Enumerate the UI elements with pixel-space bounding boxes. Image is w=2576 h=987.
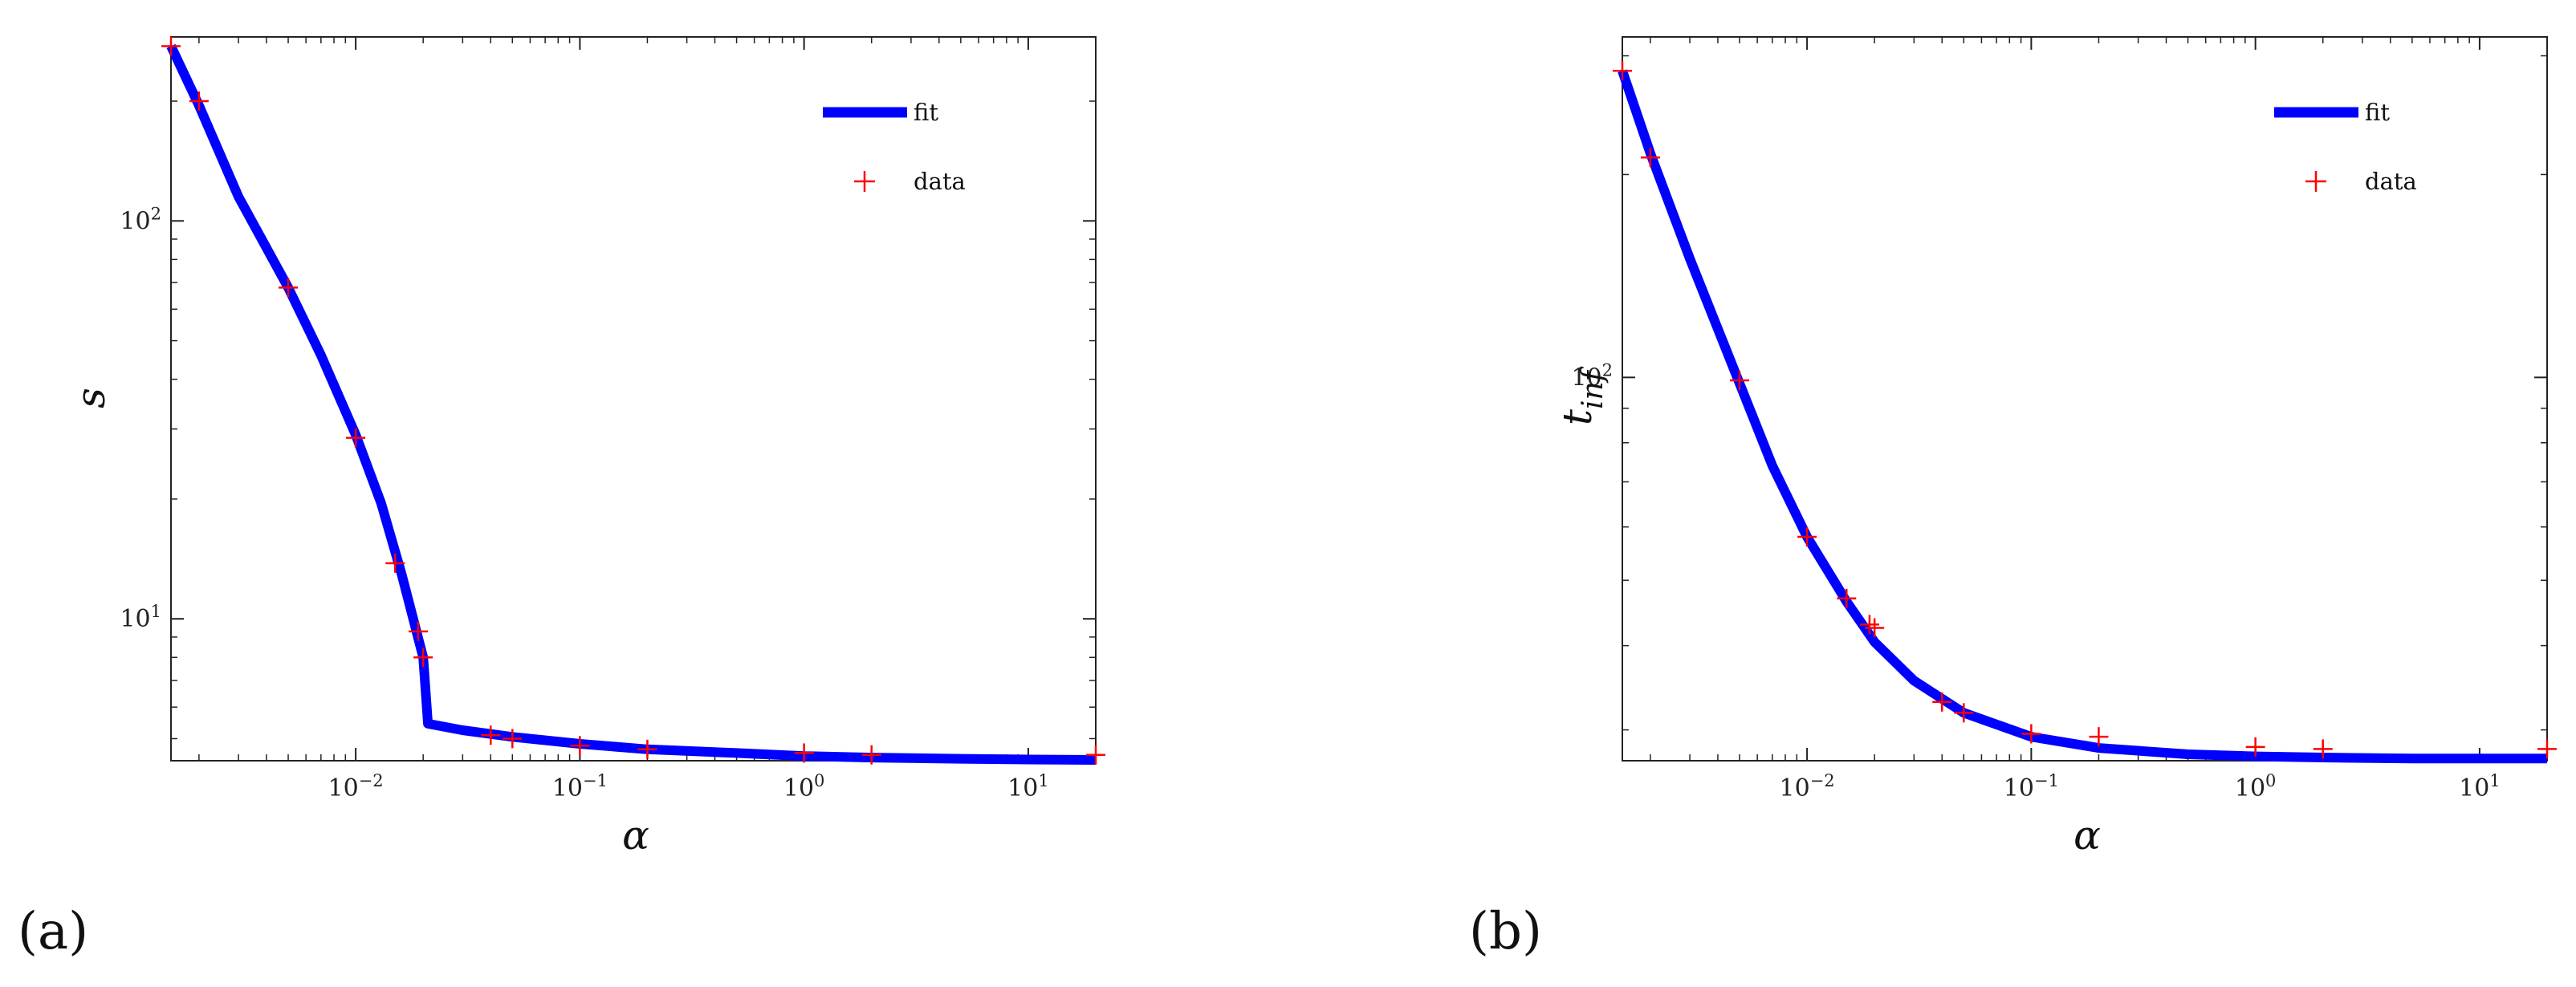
panel-b-fit-line	[1618, 69, 2547, 764]
panel-b-x-tick-label: 100	[2235, 771, 2277, 802]
panel-a-data-point	[189, 91, 209, 112]
panel-b-data-point	[1730, 371, 1750, 391]
panel-a-data-point	[385, 553, 405, 573]
panel-b-y-axis-label: tinf	[1554, 366, 1609, 425]
panel-b-y-axis-label-main: t	[1554, 408, 1601, 425]
panel-b-x-tick-label: 101	[2459, 771, 2501, 802]
panel-b-data-point	[2245, 737, 2265, 757]
panel-b-data-point	[1640, 148, 1660, 168]
panel-a-data-point	[1086, 745, 1105, 765]
panel-a-data-point	[637, 739, 657, 759]
panel-a-data-point	[570, 736, 590, 756]
panel-b-legend: fit data	[2274, 99, 2417, 195]
panel-a-data-point	[481, 725, 501, 745]
panel-a-plot-frame	[170, 36, 1097, 762]
panel-b-data-point	[2089, 727, 2109, 747]
panel-b-data-point	[2021, 724, 2041, 744]
panel-a-data-point	[794, 743, 814, 763]
panel-b-legend-data-marker	[2305, 171, 2326, 192]
panel-a-data-point	[861, 745, 881, 765]
panel-a-ticks: 10−2 10−1 100 101 101 102	[120, 37, 1097, 802]
panel-b-series	[1613, 61, 2557, 764]
panel-b-x-tick-label: 10−2	[1780, 771, 1835, 802]
panel-a-data-point	[503, 729, 523, 749]
panel-a-data-point	[408, 621, 428, 641]
panel-a-x-tick-label: 10−1	[552, 771, 608, 802]
panel-a-x-tick-label: 100	[783, 771, 825, 802]
panel-a-legend-data-label: data	[914, 168, 966, 195]
panel-a-data-point	[346, 428, 366, 448]
panel-b-data-point	[2313, 739, 2333, 759]
panel-a-fit-line	[166, 43, 1097, 765]
panel-a: 10−2 10−1 100 101 101 102 fit data α s (a)	[18, 36, 1105, 961]
panel-b-data-point	[1837, 588, 1857, 608]
panel-b: 10−2 10−1 100 101 102 fit data α tinf (b)	[1469, 36, 2557, 961]
panel-b-data-point	[1613, 61, 1632, 81]
panel-b-y-axis-label-subscript: inf	[1577, 366, 1609, 409]
panel-a-legend-fit-label: fit	[914, 99, 938, 126]
panel-a-label: (a)	[18, 902, 88, 961]
panel-a-x-tick-label: 10−2	[328, 771, 384, 802]
panel-b-plot-frame	[1622, 36, 2548, 762]
panel-a-y-tick-label: 101	[120, 602, 161, 633]
panel-b-y-tick-label: 102	[1571, 360, 1613, 392]
panel-b-ticks: 10−2 10−1 100 101 102	[1571, 37, 2548, 802]
panel-a-x-tick-label: 101	[1007, 771, 1049, 802]
panel-b-legend-data-label: data	[2365, 168, 2417, 195]
panel-b-legend-fit-label: fit	[2365, 99, 2390, 126]
panel-a-x-axis-label: α	[622, 812, 649, 859]
panel-b-data-point	[1859, 615, 1879, 635]
panel-a-y-axis-label: s	[67, 388, 114, 408]
panel-b-data-point	[1932, 692, 1952, 712]
panel-b-data-point	[2537, 739, 2557, 759]
panel-a-legend: fit data	[823, 99, 966, 195]
panel-a-series	[161, 36, 1105, 765]
panel-a-data-point	[161, 36, 181, 56]
panel-b-x-axis-label: α	[2073, 812, 2101, 859]
panel-b-data-point	[1954, 703, 1974, 723]
panel-b-data-point	[1865, 618, 1885, 638]
panel-b-x-tick-label: 10−1	[2004, 771, 2059, 802]
panel-a-y-tick-label: 102	[120, 204, 161, 235]
panel-b-label: (b)	[1469, 902, 1542, 961]
panel-b-data-point	[1797, 527, 1817, 547]
panel-a-data-point	[279, 278, 299, 298]
panel-a-legend-data-marker	[854, 171, 875, 192]
panel-a-data-point	[413, 648, 433, 668]
